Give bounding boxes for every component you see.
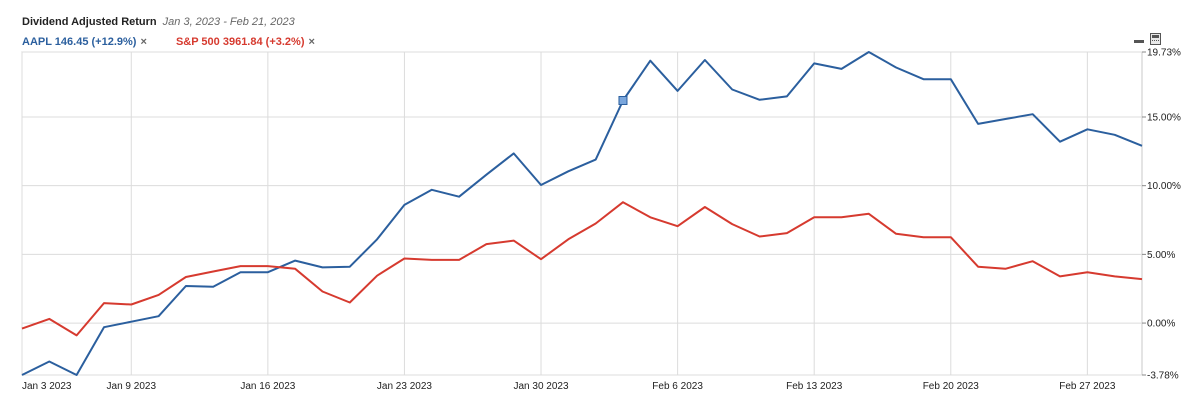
chart-title: Dividend Adjusted Return <box>22 16 157 28</box>
legend-item-aapl[interactable]: AAPL 146.45 (+12.9%) × <box>22 36 147 48</box>
x-tick-label: Feb 20 2023 <box>923 381 980 392</box>
y-tick-label: 10.00% <box>1147 181 1181 192</box>
calculator-icon[interactable] <box>1150 33 1161 45</box>
x-tick-label: Feb 6 2023 <box>652 381 703 392</box>
data-point-marker[interactable] <box>618 95 628 105</box>
chart-toolbar <box>1134 33 1166 47</box>
y-tick-label: -3.78% <box>1147 371 1179 382</box>
y-tick-label: 19.73% <box>1147 48 1181 59</box>
date-range: Jan 3, 2023 - Feb 21, 2023 <box>162 16 295 28</box>
legend-label-aapl: AAPL 146.45 (+12.9%) <box>22 36 137 48</box>
legend-label-sp500: S&P 500 3961.84 (+3.2%) <box>175 36 305 48</box>
plot-frame <box>21 51 1143 376</box>
x-tick-label: Jan 9 2023 <box>107 381 157 392</box>
chart-header: Dividend Adjusted Return Jan 3, 2023 - Fe… <box>22 15 722 51</box>
legend: AAPL 146.45 (+12.9%) × S&P 500 3961.84 (+… <box>22 35 722 49</box>
x-tick-label: Jan 3 2023 <box>22 381 72 392</box>
x-tick-label: Jan 16 2023 <box>240 381 295 392</box>
y-tick-label: 15.00% <box>1147 112 1181 123</box>
title-row: Dividend Adjusted Return Jan 3, 2023 - Fe… <box>22 15 722 29</box>
x-tick-label: Feb 27 2023 <box>1059 381 1116 392</box>
legend-item-sp500[interactable]: S&P 500 3961.84 (+3.2%) × <box>176 36 315 48</box>
x-tick-label: Jan 30 2023 <box>513 381 568 392</box>
y-tick-label: 0.00% <box>1147 319 1175 330</box>
remove-aapl-close-icon[interactable]: × <box>140 36 147 48</box>
x-tick-label: Feb 13 2023 <box>786 381 843 392</box>
minimize-icon[interactable] <box>1134 40 1144 43</box>
x-tick-label: Jan 23 2023 <box>377 381 432 392</box>
series-line-aapl <box>21 51 1143 376</box>
y-tick-label: 5.00% <box>1147 250 1175 261</box>
series-line-s-p-500 <box>21 201 1143 337</box>
remove-sp500-close-icon[interactable]: × <box>308 36 315 48</box>
